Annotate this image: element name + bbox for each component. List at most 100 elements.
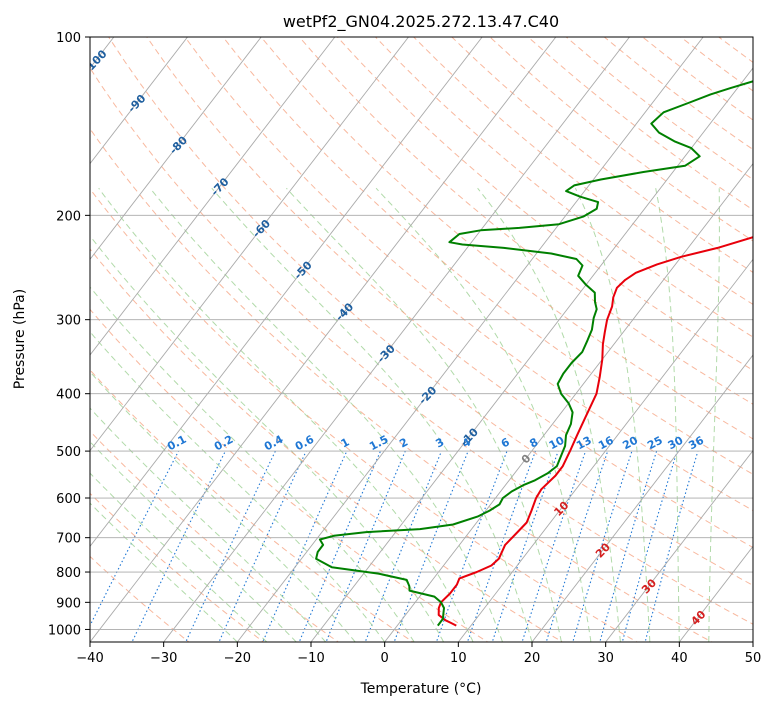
y-tick-label: 400 xyxy=(56,388,81,403)
x-tick-label: 10 xyxy=(450,651,467,666)
dry-adiabat-line xyxy=(718,37,753,63)
moist-adiabat-line xyxy=(98,187,474,642)
dry-adiabat-line xyxy=(90,127,713,642)
isotherm-line xyxy=(90,37,409,452)
isotherm-line xyxy=(384,162,753,642)
dry-adiabat-line xyxy=(680,37,753,92)
dry-adiabat-line xyxy=(489,37,753,242)
mixing-ratio-line xyxy=(572,450,633,642)
mixing-ratio-line xyxy=(393,450,469,642)
y-tick-label: 700 xyxy=(56,532,81,547)
mixing-ratio-line xyxy=(325,450,406,642)
mixing-ratio-line xyxy=(466,450,537,642)
dry-adiabat-label: 40 xyxy=(688,608,708,628)
y-axis-label: Pressure (hPa) xyxy=(12,289,28,389)
y-tick-label: 500 xyxy=(56,445,81,460)
plot-area: 0.1 0.2 0.4 0.6 1 1.5 2 3 4 6 8 10 13 16 20 25 30 36-100-… xyxy=(81,37,775,644)
isotherm-line xyxy=(752,641,753,642)
dry-adiabat-label: 30 xyxy=(639,576,659,596)
dry-adiabat-line xyxy=(90,67,753,625)
profile-series xyxy=(315,80,753,627)
moist-adiabat-line xyxy=(375,187,592,642)
dry-adiabat-line xyxy=(90,555,190,642)
mixing-ratio-line xyxy=(435,450,508,642)
moist-adiabat-line xyxy=(211,187,533,642)
mixing-ratio-label: 0.2 xyxy=(212,433,235,454)
mixing-ratio-label: 10 xyxy=(547,433,567,452)
moist-adiabat-line xyxy=(90,407,327,642)
mixing-ratio-line xyxy=(131,450,226,642)
isotherm-label: -100 xyxy=(81,47,110,76)
dry-adiabat-line xyxy=(90,369,414,642)
moist-adiabat-line xyxy=(90,371,356,642)
dry-adiabat-line xyxy=(260,37,753,440)
moist-adiabat-line xyxy=(90,286,415,642)
dry-adiabat-line xyxy=(90,248,564,642)
moist-adiabat-line xyxy=(286,187,562,642)
mixing-ratio-label: 6 xyxy=(499,435,512,450)
dry-adiabat-line xyxy=(757,37,775,644)
moist-adiabat-line xyxy=(477,187,621,642)
line-labels: 0.1 0.2 0.4 0.6 1 1.5 2 3 4 6 8 10 13 16 20 25 30 36-100-… xyxy=(81,47,709,628)
mixing-ratio-label: 3 xyxy=(433,435,446,450)
mixing-ratio-line xyxy=(545,450,609,642)
isotherm-line xyxy=(163,37,630,642)
x-tick-label: −30 xyxy=(150,651,177,666)
isotherm-line xyxy=(678,545,753,642)
isotherm-line xyxy=(90,37,336,356)
isotherm-line xyxy=(605,449,753,642)
isotherm-line xyxy=(531,354,753,642)
dry-adiabat-label: 10 xyxy=(551,499,571,519)
y-axis: 1000 900 800 700 600 500 400 300 200 100 xyxy=(48,31,90,638)
dewpoint-profile xyxy=(315,80,753,627)
mixing-ratio-label: 30 xyxy=(666,434,686,453)
temperature-profile xyxy=(437,236,753,627)
isotherms xyxy=(90,37,753,642)
moist-adiabats xyxy=(90,187,720,642)
y-tick-label: 300 xyxy=(56,314,81,329)
moist-adiabat-line xyxy=(90,440,297,642)
y-tick-label: 100 xyxy=(56,31,81,46)
mixing-ratio-label: 20 xyxy=(620,434,640,453)
mixing-ratio-line xyxy=(491,450,559,642)
x-tick-label: 40 xyxy=(671,651,688,666)
mixing-ratio-lines xyxy=(90,450,699,642)
mixing-ratio-label: 13 xyxy=(574,434,594,453)
moist-adiabat-line xyxy=(708,188,720,642)
plot-frame xyxy=(89,36,754,643)
chart-title: wetPf2_GN04.2025.272.13.47.C40 xyxy=(283,12,559,32)
x-axis-label: Temperature (°C) xyxy=(360,681,482,697)
dry-adiabat-label: 0 xyxy=(519,452,534,467)
moist-adiabat-line xyxy=(574,187,651,642)
dry-adiabat-line xyxy=(413,37,753,305)
mixing-ratio-line xyxy=(621,450,678,642)
x-tick-label: 0 xyxy=(381,651,389,666)
dry-adiabat-line xyxy=(642,37,753,121)
dry-adiabat-line xyxy=(337,37,753,371)
dry-adiabat-label: 20 xyxy=(593,540,613,560)
isotherm-label: -20 xyxy=(416,384,439,408)
isotherm-line xyxy=(236,37,704,642)
isotherm-line xyxy=(90,37,188,165)
x-tick-label: 30 xyxy=(597,651,614,666)
isotherm-label: -30 xyxy=(375,342,398,366)
isotherm-label: -80 xyxy=(167,133,190,157)
isotherm-label: -10 xyxy=(458,425,481,449)
y-tick-label: 800 xyxy=(56,566,81,581)
mixing-ratio-line xyxy=(90,450,179,627)
mixing-ratio-line xyxy=(185,450,276,642)
dry-adiabats xyxy=(90,37,775,644)
isotherm-label: -70 xyxy=(208,175,231,199)
isotherm-line xyxy=(90,37,483,548)
y-tick-label: 600 xyxy=(56,492,81,507)
isotherm-label: -60 xyxy=(250,217,273,241)
x-tick-label: 20 xyxy=(524,651,541,666)
isotherm-line xyxy=(310,67,753,642)
y-tick-label: 1000 xyxy=(48,623,81,638)
mixing-ratio-label: 25 xyxy=(645,434,665,453)
y-tick-label: 200 xyxy=(56,209,81,224)
moist-adiabat-line xyxy=(90,502,238,642)
dry-adiabat-line xyxy=(108,37,753,586)
mixing-ratio-label: 36 xyxy=(686,434,706,453)
